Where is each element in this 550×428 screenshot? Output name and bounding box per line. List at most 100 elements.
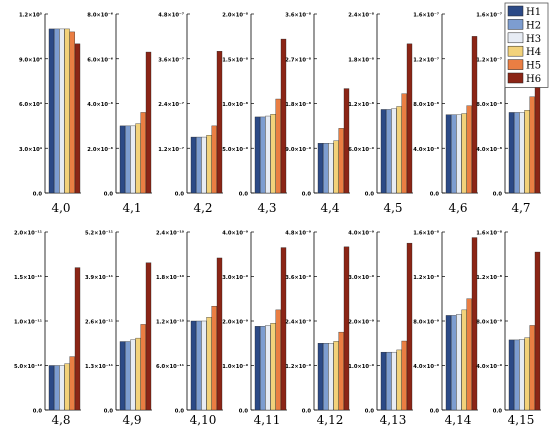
panel-4-14: 0.0 4.0×10⁻⁹ 8.0×10⁻⁹ 1.2×10⁻⁸ 1.6×10⁻⁸ 4,14 — [413, 231, 478, 427]
panel-4-0: 0.0 3.0×10⁴ 6.0×10⁴ 9.0×10⁴ 1.2×10⁵ 4,0 — [19, 13, 81, 215]
legend-label-h1: H1 — [526, 7, 541, 18]
y-tick-label: 2.6×10⁻¹¹ — [85, 320, 113, 326]
bar-h5 — [401, 340, 407, 411]
bar-h6 — [145, 51, 152, 194]
bar-h4 — [396, 349, 402, 411]
bar-h2 — [323, 343, 329, 411]
bar-h4 — [524, 110, 530, 194]
bar-h2 — [514, 339, 520, 411]
bar-h5 — [529, 325, 535, 411]
bar-h6 — [343, 88, 350, 194]
y-tick-label: 2.0×10⁻¹¹ — [14, 231, 42, 237]
bar-h6 — [471, 36, 478, 194]
bar-h1 — [48, 28, 55, 194]
bar-h6 — [145, 262, 152, 411]
bar-h2 — [260, 326, 266, 411]
y-tick-label: 4.0×10⁻⁹ — [348, 231, 374, 237]
bar-h4 — [333, 140, 339, 194]
y-tick-label: 1.2×10⁻⁸ — [348, 102, 374, 108]
panel-4-12: 0.0 1.2×10⁻⁹ 2.4×10⁻⁹ 3.6×10⁻⁹ 4.8×10⁻⁹ 4,12 — [285, 231, 350, 427]
y-tick-label: 0.0 — [430, 409, 440, 415]
y-tick-label: 0.0 — [239, 192, 249, 198]
y-tick-label: 9.0×10⁴ — [19, 57, 43, 63]
y-tick-label: 8.0×10⁻⁸ — [476, 102, 502, 108]
y-tick-label: 0.0 — [104, 192, 114, 198]
bar-h1 — [445, 114, 452, 194]
y-tick-label: 1.3×10⁻¹¹ — [85, 364, 113, 370]
y-tick-label: 0.0 — [104, 409, 114, 415]
panel-4-6: 0.0 4.0×10⁻⁸ 8.0×10⁻⁸ 1.2×10⁻⁷ 1.6×10⁻⁷ 4,6 — [413, 13, 478, 215]
y-tick-label: 2.7×10⁻⁸ — [285, 57, 311, 63]
y-tick-label: 0.0 — [302, 192, 312, 198]
bar-h2 — [323, 143, 329, 194]
bar-h2 — [386, 109, 392, 194]
bar-h2 — [386, 351, 392, 411]
y-tick-label: 1.6×10⁻⁷ — [476, 13, 502, 19]
panel-label: 4,0 — [51, 201, 70, 215]
panel-label: 4,7 — [511, 201, 530, 215]
bar-h5 — [69, 31, 75, 194]
y-tick-label: 2.0×10⁻⁹ — [348, 320, 374, 326]
y-tick-label: 8.0×10⁻⁸ — [413, 102, 439, 108]
panel-4-10: 0.0 6.0×10⁻¹¹ 1.2×10⁻¹⁰ 1.8×10⁻¹⁰ 2.4×10⁻¹⁰ 4… — [156, 231, 223, 427]
y-tick-label: 3.9×10⁻¹¹ — [85, 275, 113, 281]
y-tick-label: 3.0×10⁴ — [19, 147, 43, 153]
bar-h3 — [201, 136, 207, 194]
y-tick-label: 2.4×10⁻⁸ — [348, 13, 374, 19]
bar-h6 — [74, 267, 81, 411]
panel-4-5: 0.0 6.0×10⁻⁹ 1.2×10⁻⁸ 1.8×10⁻⁸ 2.4×10⁻⁸ 4,5 — [348, 13, 413, 215]
panel-label: 4,12 — [317, 413, 344, 427]
y-tick-label: 4.0×10⁻⁹ — [476, 364, 502, 370]
y-tick-label: 1.6×10⁻⁷ — [413, 13, 439, 19]
bar-h3 — [265, 115, 271, 194]
panel-4-11: 0.0 1.0×10⁻⁹ 2.0×10⁻⁹ 3.0×10⁻⁹ 4.0×10⁻⁹ 4,11 — [222, 231, 287, 427]
panel-label: 4,4 — [320, 201, 339, 215]
bar-h3 — [391, 351, 397, 411]
bar-h1 — [380, 351, 387, 411]
bar-h5 — [211, 125, 217, 194]
y-tick-label: 6.0×10⁴ — [19, 102, 43, 108]
panel-4-2: 0.0 1.2×10⁻⁷ 2.4×10⁻⁷ 3.6×10⁻⁷ 4.8×10⁻⁷ 4,2 — [158, 13, 223, 215]
bar-h5 — [275, 309, 281, 411]
legend-label-h3: H3 — [526, 34, 541, 45]
panel-label: 4,15 — [508, 413, 535, 427]
panel-label: 4,3 — [257, 201, 276, 215]
y-tick-label: 1.0×10⁻⁹ — [222, 364, 248, 370]
y-tick-label: 5.0×10⁻¹² — [14, 364, 42, 370]
legend-swatch-h3 — [507, 32, 524, 44]
bar-h3 — [59, 365, 65, 411]
y-tick-label: 1.6×10⁻⁸ — [413, 231, 439, 237]
bar-h2 — [260, 116, 266, 194]
y-tick-label: 0.0 — [302, 409, 312, 415]
bar-h3 — [519, 112, 525, 194]
bar-h4 — [135, 123, 141, 194]
bar-h1 — [254, 116, 261, 194]
bar-h2 — [125, 125, 131, 194]
legend-swatch-h4 — [507, 45, 524, 57]
y-tick-label: 4.0×10⁻⁸ — [476, 147, 502, 153]
y-tick-label: 1.2×10⁻⁷ — [158, 147, 184, 153]
legend-label-h4: H4 — [526, 47, 541, 58]
panel-4-4: 0.0 9.0×10⁻⁹ 1.8×10⁻⁸ 2.7×10⁻⁸ 3.6×10⁻⁸ 4,4 — [285, 13, 350, 215]
bar-h2 — [125, 341, 131, 411]
y-tick-label: 8.0×10⁻⁶ — [87, 13, 113, 19]
bar-h2 — [451, 114, 457, 194]
bar-h6 — [471, 237, 478, 411]
y-tick-label: 4.8×10⁻⁷ — [158, 13, 184, 19]
panel-label: 4,10 — [190, 413, 217, 427]
panel-4-7: 0.0 4.0×10⁻⁸ 8.0×10⁻⁸ 1.2×10⁻⁷ 1.6×10⁻⁷ 4,7 — [476, 13, 541, 215]
bar-h3 — [265, 325, 271, 411]
panel-4-9: 0.0 1.3×10⁻¹¹ 2.6×10⁻¹¹ 3.9×10⁻¹¹ 5.2×10⁻¹¹ 4… — [85, 231, 152, 427]
bar-h3 — [59, 28, 65, 194]
bar-h2 — [54, 28, 60, 194]
bar-h4 — [270, 323, 276, 411]
legend-label-h6: H6 — [526, 74, 541, 85]
bar-h3 — [201, 320, 207, 411]
y-tick-label: 1.2×10⁵ — [19, 13, 42, 19]
y-tick-label: 8.0×10⁻⁹ — [413, 320, 439, 326]
y-tick-label: 1.2×10⁻⁸ — [413, 275, 439, 281]
panel-label: 4,8 — [51, 413, 70, 427]
bar-h6 — [216, 51, 223, 194]
panel-4-15: 0.0 4.0×10⁻⁹ 8.0×10⁻⁹ 1.2×10⁻⁸ 1.6×10⁻⁸ 4,15 — [476, 231, 541, 427]
